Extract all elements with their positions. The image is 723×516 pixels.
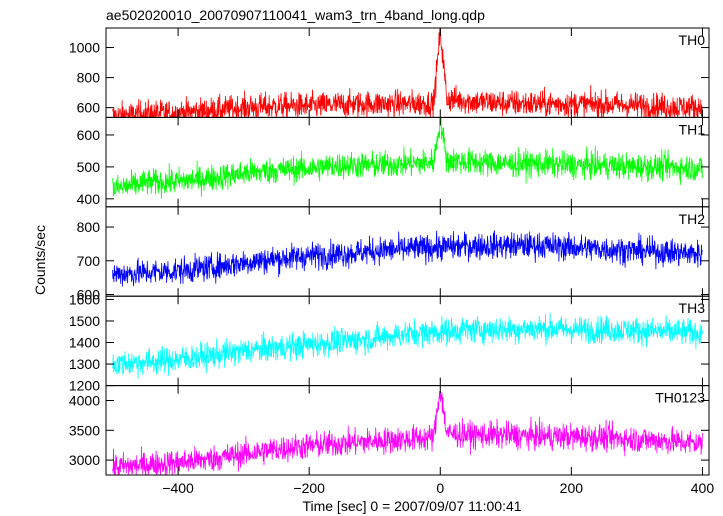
panel-frame <box>105 385 710 476</box>
y-tick-label: 800 <box>77 219 101 235</box>
y-axis-label: Counts/sec <box>32 225 48 295</box>
series-line-th1 <box>112 117 703 199</box>
y-tick-label: 3500 <box>69 422 100 438</box>
panels: 600 800 1000 TH0 400 500 600 TH1 600 700 800 TH2 120… <box>69 27 710 476</box>
x-axis: −400 −200 0 200 400 <box>162 480 714 496</box>
y-tick-label: 1500 <box>69 313 100 329</box>
y-tick-label: 600 <box>77 100 101 116</box>
y-tick-label: 1300 <box>69 356 100 372</box>
y-tick-label: 1000 <box>69 40 100 56</box>
panel-label: TH3 <box>679 300 706 316</box>
y-tick-label: 1600 <box>69 291 100 307</box>
y-tick-label: 1200 <box>69 378 100 394</box>
y-tick-label: 400 <box>77 191 101 207</box>
series-line-th0 <box>112 28 703 118</box>
y-tick-label: 1400 <box>69 335 100 351</box>
panel-frame <box>105 206 710 297</box>
series-line-th0123 <box>112 390 703 476</box>
x-tick-label: −200 <box>293 480 325 496</box>
panel-label: TH1 <box>679 121 706 137</box>
y-tick-label: 500 <box>77 159 101 175</box>
panel-th0123: 3000 3500 4000 TH0123 <box>69 385 710 476</box>
panel-th2: 600 700 800 TH2 <box>77 206 710 303</box>
panel-th0: 600 800 1000 TH0 <box>69 27 710 118</box>
y-tick-label: 4000 <box>69 393 100 409</box>
series-line-th3 <box>112 312 703 379</box>
x-tick-label: 200 <box>560 480 584 496</box>
series-line-th2 <box>112 230 703 287</box>
panel-label: TH2 <box>679 211 706 227</box>
panel-th1: 400 500 600 TH1 <box>77 116 710 208</box>
panel-label: TH0123 <box>655 390 705 406</box>
panel-label: TH0 <box>679 32 706 48</box>
x-axis-label: Time [sec] 0 = 2007/09/07 11:00:41 <box>302 498 521 514</box>
x-tick-label: −400 <box>162 480 194 496</box>
x-tick-label: 0 <box>436 480 444 496</box>
y-tick-label: 600 <box>77 127 101 143</box>
y-tick-label: 700 <box>77 253 101 269</box>
x-tick-label: 400 <box>691 480 715 496</box>
chart-title: ae502020010_20070907110041_wam3_trn_4ban… <box>106 7 485 23</box>
y-tick-label: 3000 <box>69 452 100 468</box>
panel-th3: 1200 1300 1400 1500 1600 TH3 <box>69 291 710 394</box>
y-tick-label: 800 <box>77 70 101 86</box>
y-tick-label: 600 <box>77 287 101 303</box>
